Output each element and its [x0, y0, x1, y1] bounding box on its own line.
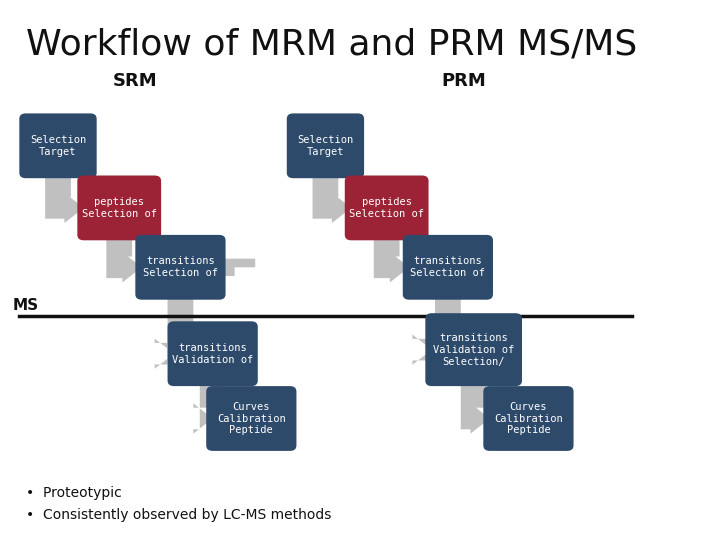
- FancyBboxPatch shape: [206, 386, 297, 451]
- Text: transitions: transitions: [146, 256, 215, 266]
- Text: SRM: SRM: [113, 72, 158, 90]
- FancyBboxPatch shape: [345, 176, 428, 240]
- Text: Peptide: Peptide: [507, 426, 550, 435]
- Text: Selection of: Selection of: [410, 268, 485, 278]
- Text: Validation of: Validation of: [172, 355, 253, 365]
- FancyBboxPatch shape: [77, 176, 161, 240]
- Text: Workflow of MRM and PRM MS/MS: Workflow of MRM and PRM MS/MS: [26, 27, 637, 61]
- Text: Calibration: Calibration: [217, 414, 286, 423]
- FancyBboxPatch shape: [483, 386, 574, 451]
- Text: Validation of: Validation of: [433, 345, 514, 355]
- Text: Selection of: Selection of: [143, 268, 218, 278]
- Text: PRM: PRM: [441, 72, 487, 90]
- Polygon shape: [413, 294, 461, 365]
- FancyBboxPatch shape: [135, 235, 225, 300]
- Text: Curves: Curves: [233, 402, 270, 411]
- FancyBboxPatch shape: [402, 235, 493, 300]
- Polygon shape: [374, 235, 409, 282]
- Text: transitions: transitions: [179, 343, 247, 353]
- FancyBboxPatch shape: [19, 113, 96, 178]
- Text: Selection/: Selection/: [442, 356, 505, 367]
- Polygon shape: [194, 381, 225, 434]
- Text: Calibration: Calibration: [494, 414, 563, 423]
- Polygon shape: [107, 235, 142, 282]
- Polygon shape: [45, 173, 84, 223]
- Text: Selection of: Selection of: [81, 209, 157, 219]
- Polygon shape: [312, 173, 351, 223]
- Text: MS: MS: [13, 298, 39, 313]
- Text: Selection: Selection: [30, 135, 86, 145]
- Polygon shape: [155, 294, 194, 369]
- Text: Target: Target: [40, 147, 77, 157]
- Text: Curves: Curves: [510, 402, 547, 411]
- Text: Selection of: Selection of: [349, 209, 424, 219]
- Text: Selection: Selection: [297, 135, 354, 145]
- Text: transitions: transitions: [413, 256, 482, 266]
- Text: •  Proteotypic: • Proteotypic: [26, 486, 122, 500]
- Polygon shape: [199, 255, 255, 279]
- FancyBboxPatch shape: [287, 113, 364, 178]
- Polygon shape: [461, 381, 490, 434]
- Text: •  Consistently observed by LC-MS methods: • Consistently observed by LC-MS methods: [26, 508, 331, 522]
- Text: Peptide: Peptide: [230, 426, 273, 435]
- Text: peptides: peptides: [361, 197, 412, 207]
- FancyBboxPatch shape: [168, 321, 258, 386]
- Text: peptides: peptides: [94, 197, 144, 207]
- FancyBboxPatch shape: [426, 313, 522, 386]
- Text: transitions: transitions: [439, 333, 508, 343]
- Text: Target: Target: [307, 147, 344, 157]
